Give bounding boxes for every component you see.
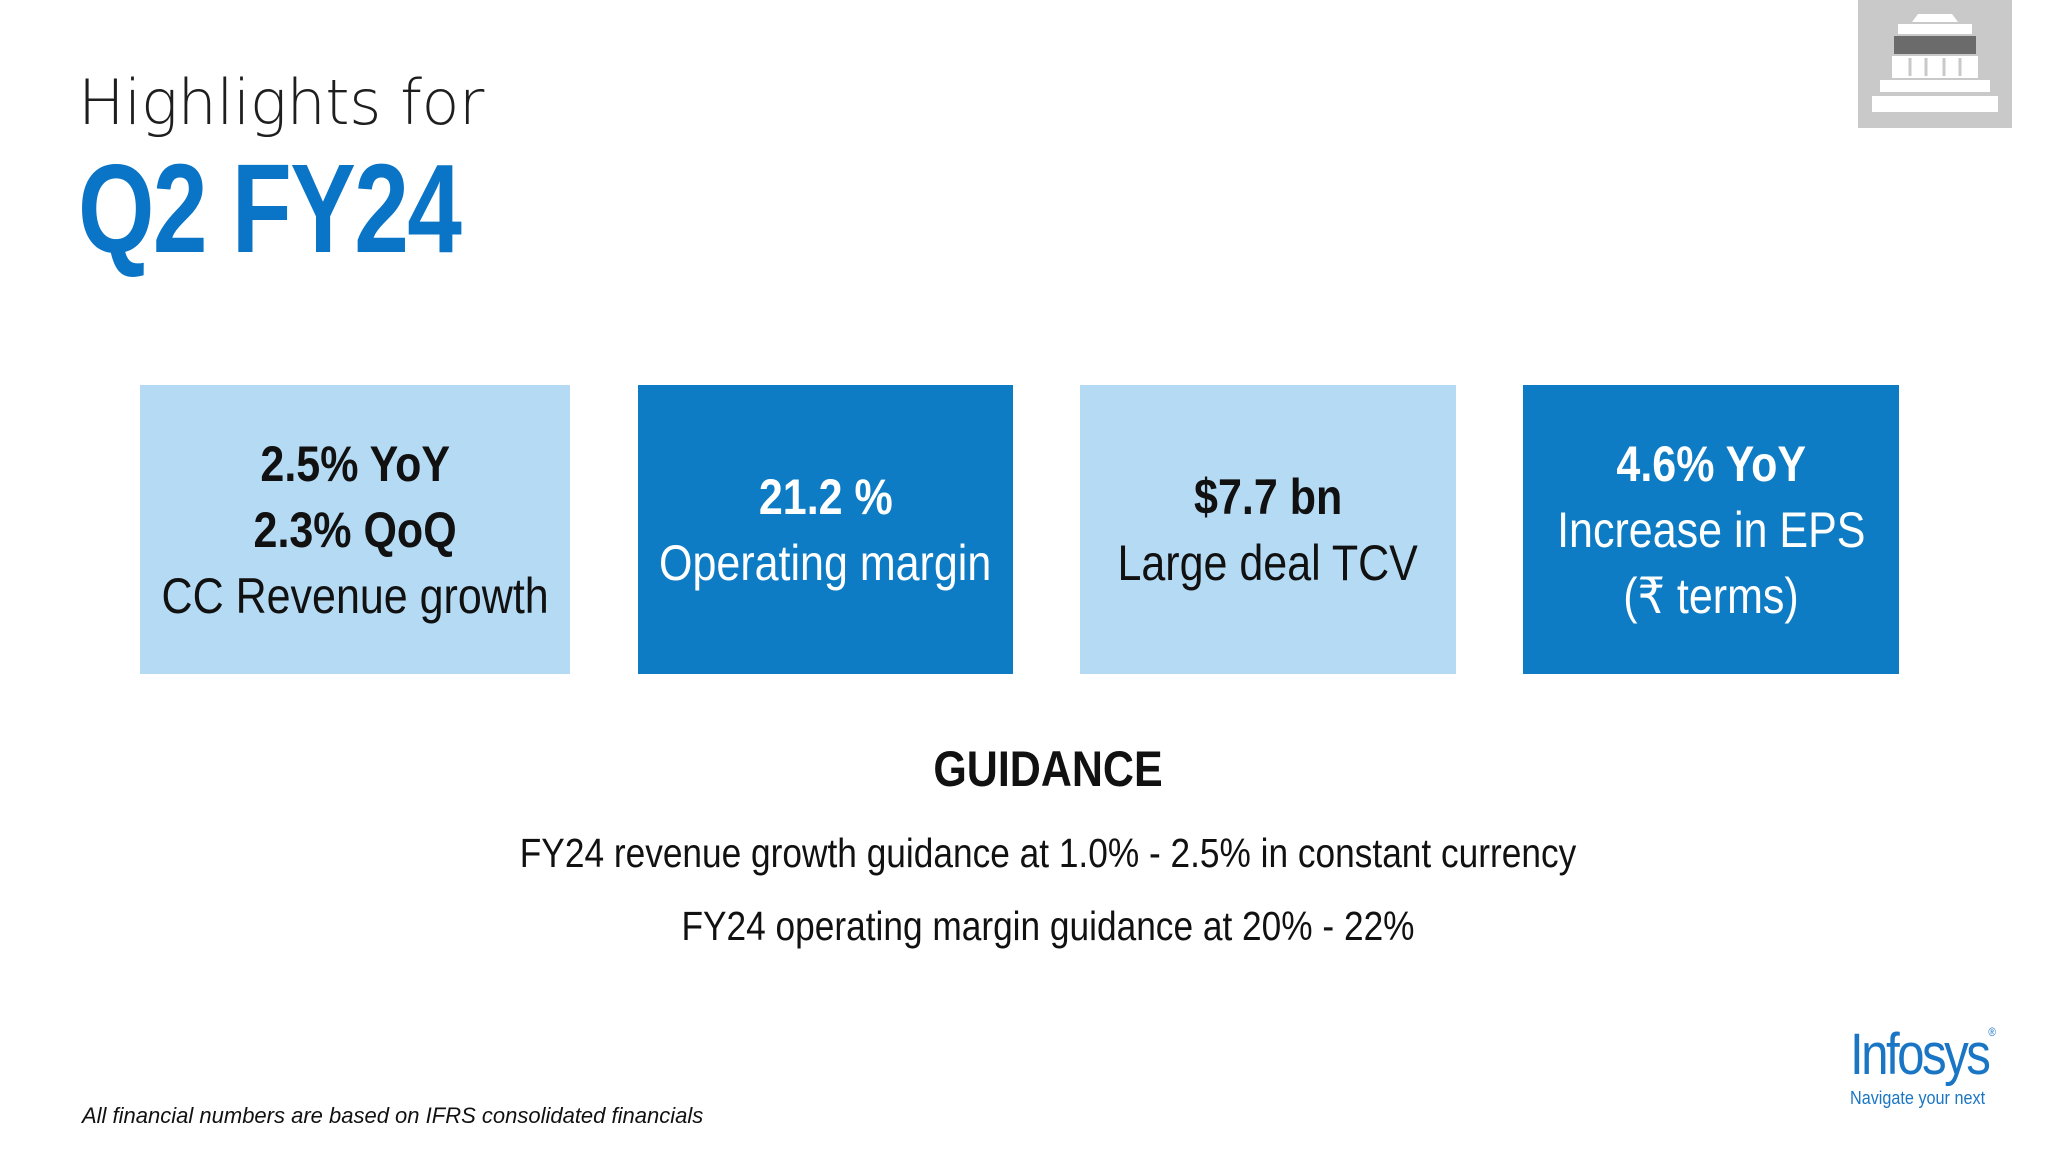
- guidance-line-revenue: FY24 revenue growth guidance at 1.0% - 2…: [519, 830, 1577, 876]
- highlight-label: Operating margin: [659, 534, 992, 591]
- highlight-card-large-deal: $7.7 bn Large deal TCV: [1080, 385, 1456, 674]
- highlight-label: Large deal TCV: [1117, 534, 1419, 591]
- highlight-value: 2.3% QoQ: [253, 501, 457, 558]
- logo-tagline: Navigate your next: [1850, 1088, 1986, 1108]
- guidance-line-margin: FY24 operating margin guidance at 20% - …: [681, 903, 1415, 949]
- highlight-value: $7.7 bn: [1193, 468, 1343, 525]
- highlight-card-revenue: 2.5% YoY 2.3% QoQ CC Revenue growth: [140, 385, 570, 674]
- highlight-label: Increase in EPS: [1556, 501, 1866, 558]
- highlight-card-operating-margin: 21.2 % Operating margin: [638, 385, 1013, 674]
- building-icon: [1858, 0, 2012, 128]
- highlight-label: CC Revenue growth: [161, 567, 549, 624]
- highlight-value: 21.2 %: [758, 468, 893, 525]
- highlight-label: (₹ terms): [1623, 567, 1799, 624]
- page-title: Q2 FY24: [78, 138, 462, 279]
- logo-wordmark: Infosys: [1850, 1022, 1991, 1087]
- highlight-card-eps: 4.6% YoY Increase in EPS (₹ terms): [1523, 385, 1899, 674]
- footnote: All financial numbers are based on IFRS …: [82, 1103, 704, 1128]
- title-subheading: Highlights for: [78, 66, 484, 139]
- registered-mark: ®: [1988, 1025, 1996, 1039]
- highlight-value: 4.6% YoY: [1616, 435, 1806, 492]
- infosys-logo: Infosys® Navigate your next: [1850, 1026, 2020, 1109]
- guidance-heading: GUIDANCE: [933, 741, 1163, 797]
- highlight-value: 2.5% YoY: [260, 435, 450, 492]
